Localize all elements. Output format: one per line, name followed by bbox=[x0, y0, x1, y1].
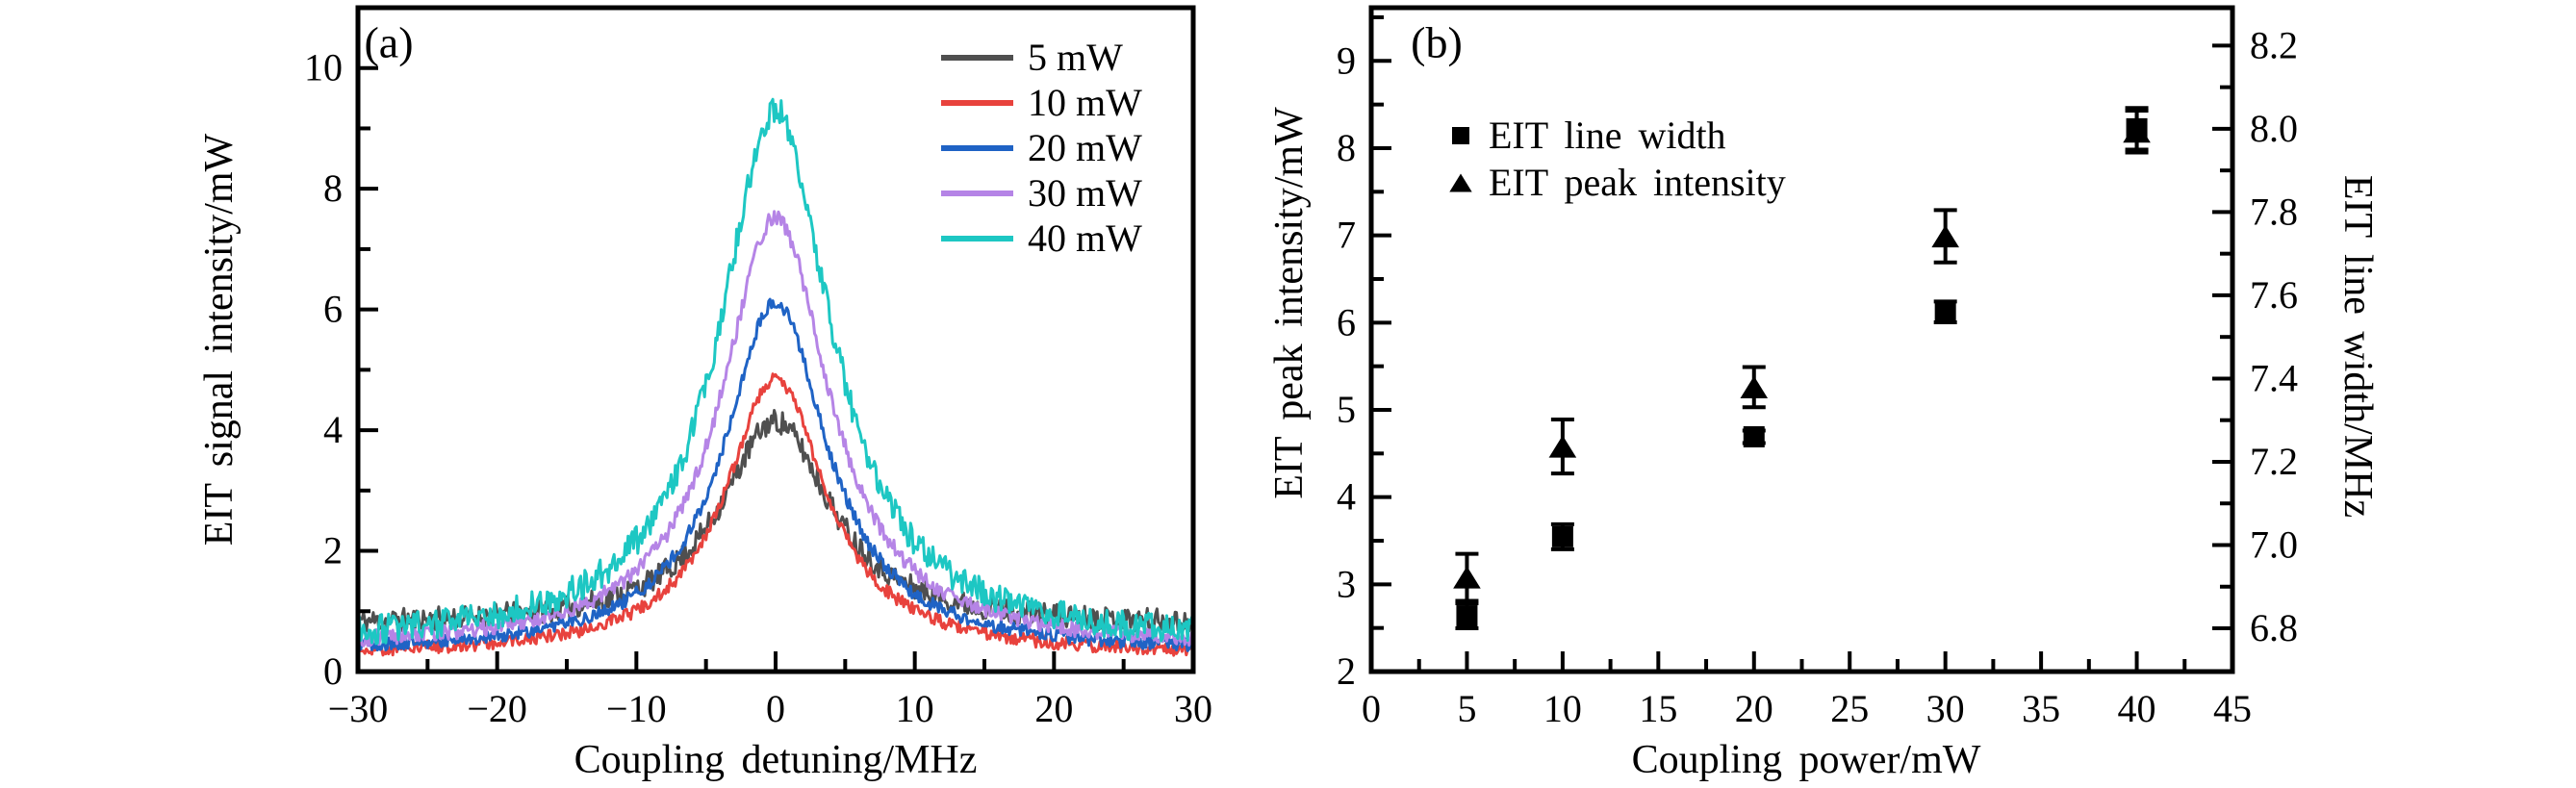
tick-label: 5 bbox=[1337, 388, 1356, 431]
tick-label: 8.0 bbox=[2250, 107, 2298, 150]
legend-label-5mW: 5 mW bbox=[1028, 36, 1123, 79]
tick-label: 6 bbox=[1337, 300, 1356, 343]
panel-a-xaxis-title: Coupling detuning/MHz bbox=[574, 738, 978, 782]
tick-label: 20 bbox=[1034, 687, 1073, 730]
tick-label: 8.2 bbox=[2250, 23, 2298, 66]
tick-label: 8 bbox=[1337, 126, 1356, 169]
panel-a-label: (a) bbox=[364, 17, 414, 67]
tick-label: 8 bbox=[323, 166, 343, 210]
tick-label: 25 bbox=[1830, 687, 1869, 730]
tick-label: 10 bbox=[1543, 687, 1582, 730]
tick-label: 5 bbox=[1457, 687, 1476, 730]
panel-a-yaxis-title: EIT signal intensity/mW bbox=[197, 133, 242, 547]
panel-a-frame bbox=[355, 5, 1196, 674]
tick-label: 7.6 bbox=[2250, 273, 2298, 317]
tick-label: 0 bbox=[1362, 687, 1381, 730]
square-marker bbox=[1934, 301, 1956, 323]
tick-label: 3 bbox=[1337, 562, 1356, 605]
tick-label: 7 bbox=[1337, 214, 1356, 257]
panel-b-axes: 0 5 10 15 20 25 30 35 40 45234567896.87.07.27.47.… bbox=[1337, 14, 2298, 730]
square-marker bbox=[1743, 426, 1765, 448]
tick-label: 30 bbox=[1926, 687, 1965, 730]
trace-20mW bbox=[356, 297, 1195, 652]
legend-label-20mW: 20 mW bbox=[1028, 126, 1142, 169]
tick-label: −30 bbox=[328, 687, 389, 730]
tick-label: 7.8 bbox=[2250, 190, 2298, 233]
trace-10mW bbox=[356, 372, 1194, 657]
triangle-marker bbox=[1453, 566, 1481, 589]
square-marker bbox=[1452, 127, 1469, 144]
panel-b-xaxis-title: Coupling power/mW bbox=[1631, 738, 1981, 782]
tick-label: 4 bbox=[323, 408, 343, 451]
triangle-marker bbox=[2123, 120, 2151, 143]
square-marker bbox=[1456, 605, 1478, 627]
panel-a-traces bbox=[356, 97, 1195, 657]
square-marker bbox=[1551, 525, 1573, 547]
tick-label: 0 bbox=[766, 687, 785, 730]
tick-label: 9 bbox=[1337, 38, 1356, 82]
tick-label: 7.2 bbox=[2250, 440, 2298, 483]
trace-40mW bbox=[356, 97, 1195, 646]
tick-label: 0 bbox=[323, 649, 343, 693]
tick-label: 45 bbox=[2213, 687, 2252, 730]
tick-label: 4 bbox=[1337, 475, 1356, 519]
panel-b-label: (b) bbox=[1411, 17, 1463, 67]
tick-label: 6 bbox=[323, 288, 343, 331]
tick-label: −20 bbox=[467, 687, 527, 730]
panel-b-right-yaxis-title: EIT line width/MHz bbox=[2335, 174, 2380, 519]
legend-label-eit-line-width: EIT line width bbox=[1489, 114, 1726, 157]
tick-label: 15 bbox=[1639, 687, 1677, 730]
tick-label: 30 bbox=[1174, 687, 1212, 730]
tick-label: 7.4 bbox=[2250, 356, 2298, 399]
panel-b-frame bbox=[1368, 5, 2235, 674]
triangle-marker bbox=[1548, 435, 1577, 458]
tick-label: −10 bbox=[606, 687, 667, 730]
tick-label: 10 bbox=[896, 687, 934, 730]
legend-label-40mW: 40 mW bbox=[1028, 216, 1142, 260]
legend-label-10mW: 10 mW bbox=[1028, 81, 1142, 124]
panel-b-left-yaxis-title: EIT peak intensity/mW bbox=[1267, 107, 1312, 499]
tick-label: 35 bbox=[2022, 687, 2060, 730]
tick-label: 40 bbox=[2118, 687, 2156, 730]
legend-label-30mW: 30 mW bbox=[1028, 171, 1142, 215]
tick-label: 2 bbox=[1337, 649, 1356, 693]
tick-label: 20 bbox=[1735, 687, 1773, 730]
triangle-marker bbox=[1931, 225, 1959, 248]
trace-5mW bbox=[357, 409, 1195, 634]
legend-label-eit-peak-intensity: EIT peak intensity bbox=[1489, 161, 1786, 204]
tick-label: 2 bbox=[323, 529, 343, 572]
tick-label: 6.8 bbox=[2250, 606, 2298, 649]
triangle-marker bbox=[1449, 173, 1472, 192]
tick-label: 10 bbox=[304, 46, 343, 89]
tick-label: 7.0 bbox=[2250, 522, 2298, 566]
triangle-marker bbox=[1740, 375, 1769, 398]
panel-a-axes: −30 −20 −10 0 10 20 30 0 2 4 6 8 10 bbox=[304, 46, 1212, 730]
series-EITpeakintensity bbox=[1453, 108, 2151, 603]
